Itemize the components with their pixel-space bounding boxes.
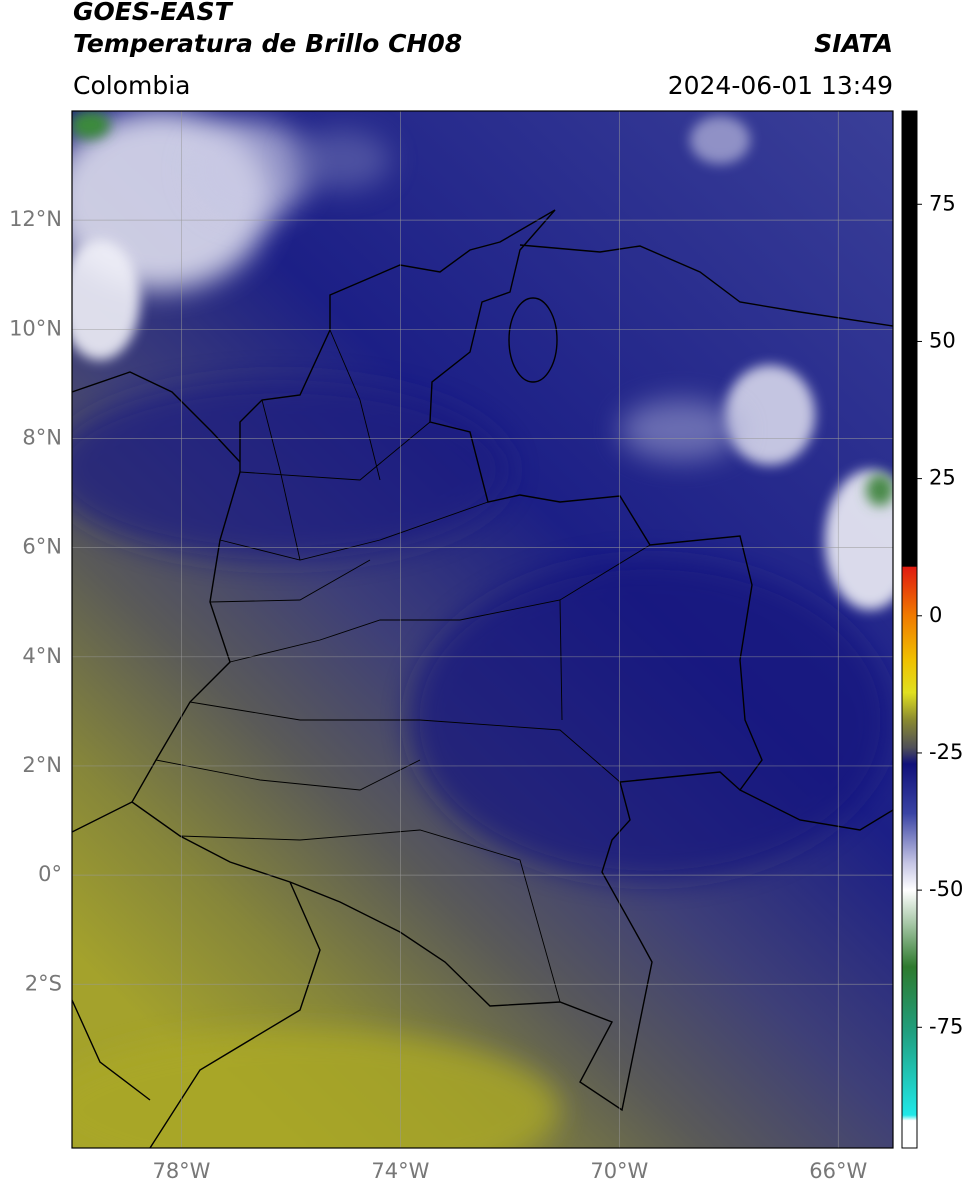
lat-tick-label: 12°N — [9, 207, 62, 231]
colorbar-tick-label: -75 — [929, 1014, 963, 1038]
colorbar-tick-label: 50 — [929, 328, 956, 352]
map-frame — [71, 110, 894, 1149]
ecuador-coast — [72, 801, 151, 1101]
lon-tick-label: 66°W — [809, 1159, 867, 1183]
lat-tick-label: 2°S — [25, 971, 62, 995]
peru-border — [149, 881, 321, 1148]
colorbar — [901, 110, 918, 1149]
graticule — [72, 111, 893, 1148]
lat-tick-label: 2°N — [22, 753, 62, 777]
lat-tick-label: 6°N — [22, 535, 62, 559]
lake-maracaibo — [508, 297, 558, 383]
lat-tick-label: 0° — [38, 862, 62, 886]
colorbar-tick-label: -50 — [929, 877, 963, 901]
venezuela-coast — [519, 244, 893, 327]
title: GOES-EAST — [73, 0, 234, 26]
source: SIATA — [814, 29, 893, 58]
lat-tick-label: 4°N — [22, 644, 62, 668]
lat-tick-label: 8°N — [22, 425, 62, 449]
colorbar-tick-label: 75 — [929, 191, 956, 215]
subtitle: Temperatura de Brillo CH08 — [73, 29, 462, 58]
datetime: 2024-06-01 13:49 — [668, 71, 893, 100]
panama-coast — [72, 371, 241, 463]
departments — [155, 329, 651, 1003]
satellite-image — [72, 111, 893, 1148]
venezuela-brazil-border — [739, 789, 893, 831]
colorbar-tick-label: -25 — [929, 740, 963, 764]
lon-tick-label: 74°W — [371, 1159, 429, 1183]
lon-tick-label: 78°W — [152, 1159, 210, 1183]
lon-tick-label: 70°W — [590, 1159, 648, 1183]
colorbar-tick-label: 25 — [929, 466, 956, 490]
colorbar-tick-label: 0 — [929, 603, 942, 627]
lat-tick-label: 10°N — [9, 316, 62, 340]
region: Colombia — [73, 71, 190, 100]
colombia-border — [131, 209, 763, 1112]
boundaries — [72, 209, 893, 1148]
